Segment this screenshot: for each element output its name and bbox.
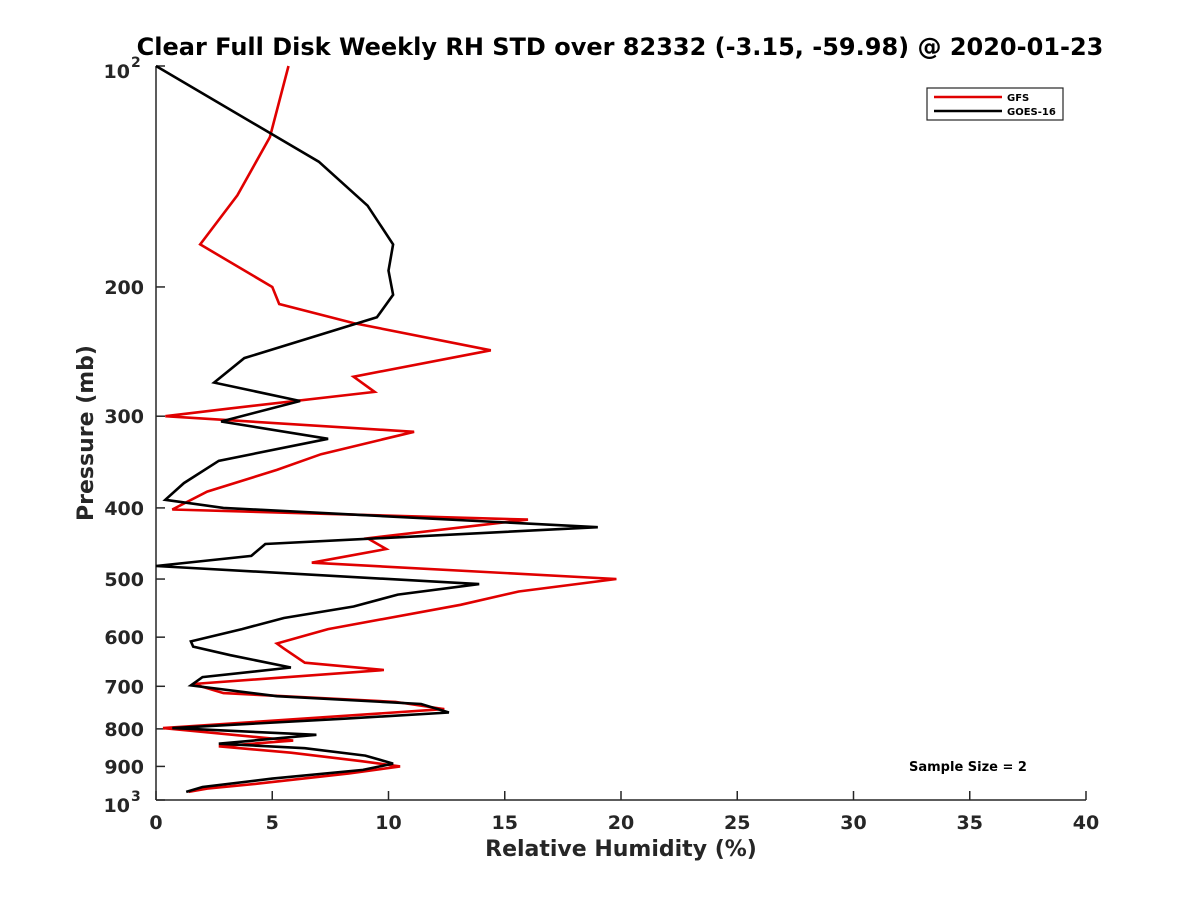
legend-box [926, 87, 1064, 121]
y-tick-label: 700 [104, 676, 144, 698]
y-tick-label-base: 800 [104, 719, 144, 741]
y-tick-label-base: 600 [104, 627, 144, 649]
x-tick-label: 5 [266, 812, 279, 834]
x-tick-label: 0 [149, 812, 162, 834]
y-tick-label: 900 [104, 756, 144, 778]
y-tick-label: 800 [104, 719, 144, 741]
sample-size-annotation: Sample Size = 2 [909, 760, 1027, 775]
y-tick-label: 400 [104, 498, 144, 520]
legend-label-gfs: GFS [1007, 93, 1029, 104]
y-tick-label-base: 700 [104, 676, 144, 698]
plot-area: 0 5 10 15 20 25 30 35 40 10 220030040050060070080… [104, 55, 1100, 834]
y-tick-label-exponent: 2 [131, 55, 141, 71]
legend: GFS GOES-16 [926, 87, 1064, 121]
y-tick-label-base: 10 [104, 795, 130, 817]
x-tick-label: 35 [957, 812, 983, 834]
x-tick-label: 25 [724, 812, 750, 834]
y-tick-label-base: 900 [104, 756, 144, 778]
series-line-gfs [162, 65, 617, 794]
x-tick-label: 40 [1073, 812, 1099, 834]
series-lines [155, 64, 617, 794]
x-tick-label: 30 [840, 812, 866, 834]
x-axis-label: Relative Humidity (%) [485, 837, 757, 862]
chart-title: Clear Full Disk Weekly RH STD over 82332… [137, 33, 1104, 61]
y-tick-label-exponent: 3 [131, 789, 141, 805]
y-tick-label-base: 200 [104, 277, 144, 299]
y-tick-label-base: 300 [104, 406, 144, 428]
y-tick-label-base: 10 [104, 61, 130, 83]
y-tick-label: 200 [104, 277, 144, 299]
series-line-goes16 [155, 64, 598, 794]
y-tick-label: 600 [104, 627, 144, 649]
y-tick-label-base: 400 [104, 498, 144, 520]
y-tick-label: 10 2 [104, 55, 141, 83]
x-tick-label: 20 [608, 812, 634, 834]
y-tick-label-base: 500 [104, 569, 144, 591]
x-ticks: 0 5 10 15 20 25 30 35 40 [149, 791, 1099, 834]
x-tick-label: 15 [492, 812, 518, 834]
y-tick-label: 10 3 [104, 789, 141, 817]
y-axis-label: Pressure (mb) [74, 345, 99, 521]
y-tick-label: 300 [104, 406, 144, 428]
legend-label-goes16: GOES-16 [1007, 107, 1056, 118]
x-tick-label: 10 [375, 812, 401, 834]
y-tick-label: 500 [104, 569, 144, 591]
